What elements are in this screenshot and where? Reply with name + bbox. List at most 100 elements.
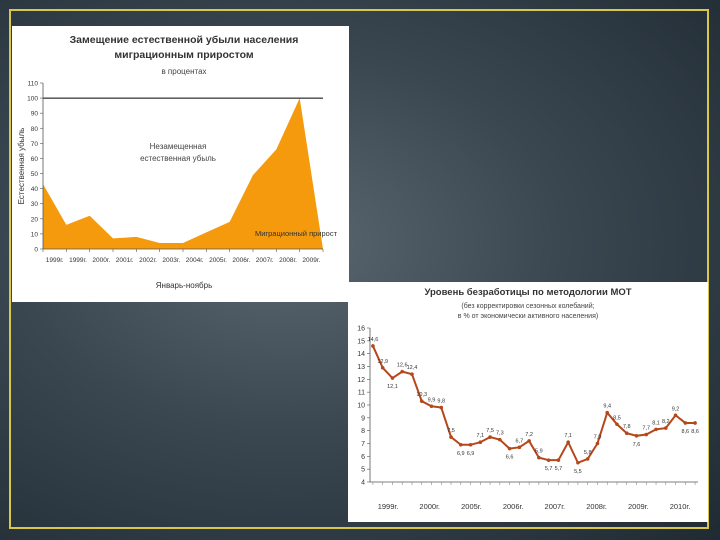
data-point [537, 455, 541, 460]
x-tick-label: 2004г. [186, 257, 204, 264]
data-point [478, 440, 483, 445]
data-point [615, 422, 619, 427]
y-tick-label: 90 [31, 111, 39, 118]
x-year-label: 2010г. [670, 502, 691, 511]
data-point [663, 426, 668, 430]
data-point [576, 460, 580, 465]
data-label: 7,1 [476, 433, 484, 439]
x-tick-label: 2008г. [279, 257, 297, 264]
annotation-unreplaced: Незамещенная [150, 142, 207, 151]
data-label: 7,2 [525, 432, 533, 438]
data-label: 8,2 [662, 419, 670, 425]
y-tick-label: 7 [361, 441, 365, 448]
x-tick-label: 2001г. [116, 257, 134, 264]
data-point [458, 442, 463, 447]
y-tick-label: 6 [361, 454, 365, 461]
data-point [693, 421, 697, 425]
data-label: 7,5 [447, 428, 455, 434]
data-label: 5,7 [555, 466, 563, 472]
data-label: 6,9 [457, 451, 465, 457]
data-point [439, 405, 444, 410]
data-label: 5,5 [574, 469, 582, 475]
data-label: 8,6 [681, 429, 689, 435]
chart-subtitle: в процентах [161, 67, 206, 76]
data-point [488, 435, 492, 439]
data-point [527, 439, 531, 443]
data-point [419, 399, 424, 403]
chart-title: Замещение естественной убыли населения [70, 34, 299, 46]
y-tick-label: 70 [31, 141, 39, 148]
y-tick-label: 8 [361, 428, 365, 435]
data-point [654, 427, 658, 432]
unemployment-chart: Уровень безработицы по методологии МОТ (б… [357, 287, 699, 511]
x-year-label: 2007г. [545, 502, 566, 511]
data-label: 12,1 [387, 384, 398, 390]
x-tick-label: 2000г. [92, 257, 110, 264]
data-point [624, 431, 629, 436]
population-chart: Замещение естественной убыли населения ми… [17, 34, 338, 290]
data-point [546, 458, 551, 462]
x-year-label: 1999г. [378, 502, 399, 511]
data-label: 7,0 [594, 435, 602, 441]
data-label: 8,1 [652, 420, 660, 426]
data-point [507, 446, 512, 451]
y-tick-label: 4 [361, 480, 365, 487]
data-label: 9,9 [428, 397, 436, 403]
data-point [429, 404, 434, 409]
data-point [605, 410, 610, 415]
data-label: 7,6 [633, 442, 641, 448]
data-point [683, 421, 688, 425]
y-tick-label: 100 [27, 96, 38, 103]
data-label: 7,8 [623, 424, 631, 430]
data-label: 7,1 [564, 433, 572, 439]
data-point [595, 441, 600, 446]
annotation-migration: Миграционный прирост [255, 229, 338, 238]
y-tick-label: 12 [357, 377, 365, 384]
y-tick-label: 14 [357, 351, 365, 358]
x-year-label: 2005г. [461, 502, 482, 511]
data-point [380, 365, 385, 370]
data-point [644, 432, 649, 437]
data-point [498, 437, 502, 442]
chart-title: Уровень безработицы по методологии МОТ [424, 287, 631, 298]
data-label: 9,8 [437, 399, 445, 405]
y-tick-label: 30 [31, 201, 39, 208]
data-point [371, 344, 375, 348]
data-label: 6,9 [467, 451, 475, 457]
x-tick-label: 2005г. [209, 257, 227, 264]
slide-frame [9, 9, 709, 529]
data-point [400, 369, 405, 374]
data-label: 14,6 [368, 337, 379, 343]
data-label: 12,4 [407, 365, 418, 371]
data-label: 6,6 [506, 455, 514, 461]
y-tick-label: 110 [28, 81, 39, 88]
data-point [566, 440, 570, 445]
y-tick-label: 10 [357, 403, 365, 410]
series-area-migration [43, 98, 323, 249]
y-tick-label: 20 [31, 216, 39, 223]
x-tick-label: 2006г. [232, 257, 250, 264]
x-tick-label: 2002г. [139, 257, 157, 264]
y-tick-label: 15 [357, 338, 365, 345]
data-label: 7,3 [496, 431, 504, 437]
y-tick-label: 80 [31, 126, 39, 133]
y-tick-label: 9 [361, 415, 365, 422]
data-label: 6,7 [516, 438, 524, 444]
data-point [468, 442, 473, 447]
data-label: 9,2 [672, 406, 680, 412]
chart-title: миграционным приростом [114, 49, 254, 61]
x-axis-label: Январь-ноябрь [156, 281, 212, 290]
x-tick-label: 1999г. [46, 257, 64, 264]
annotation-unreplaced: естественная убыль [140, 154, 216, 163]
data-label: 10,3 [416, 392, 427, 398]
y-tick-label: 60 [31, 156, 39, 163]
data-point [390, 376, 395, 380]
data-label: 5,8 [584, 450, 592, 456]
chart-subtitle: в % от экономически активного населения) [458, 313, 598, 320]
x-tick-label: 2003г. [162, 257, 180, 264]
y-tick-label: 13 [357, 364, 365, 371]
x-year-label: 2009г. [628, 502, 649, 511]
data-label: 7,5 [486, 428, 494, 434]
data-label: 12,9 [377, 359, 388, 365]
y-tick-label: 0 [34, 247, 38, 254]
